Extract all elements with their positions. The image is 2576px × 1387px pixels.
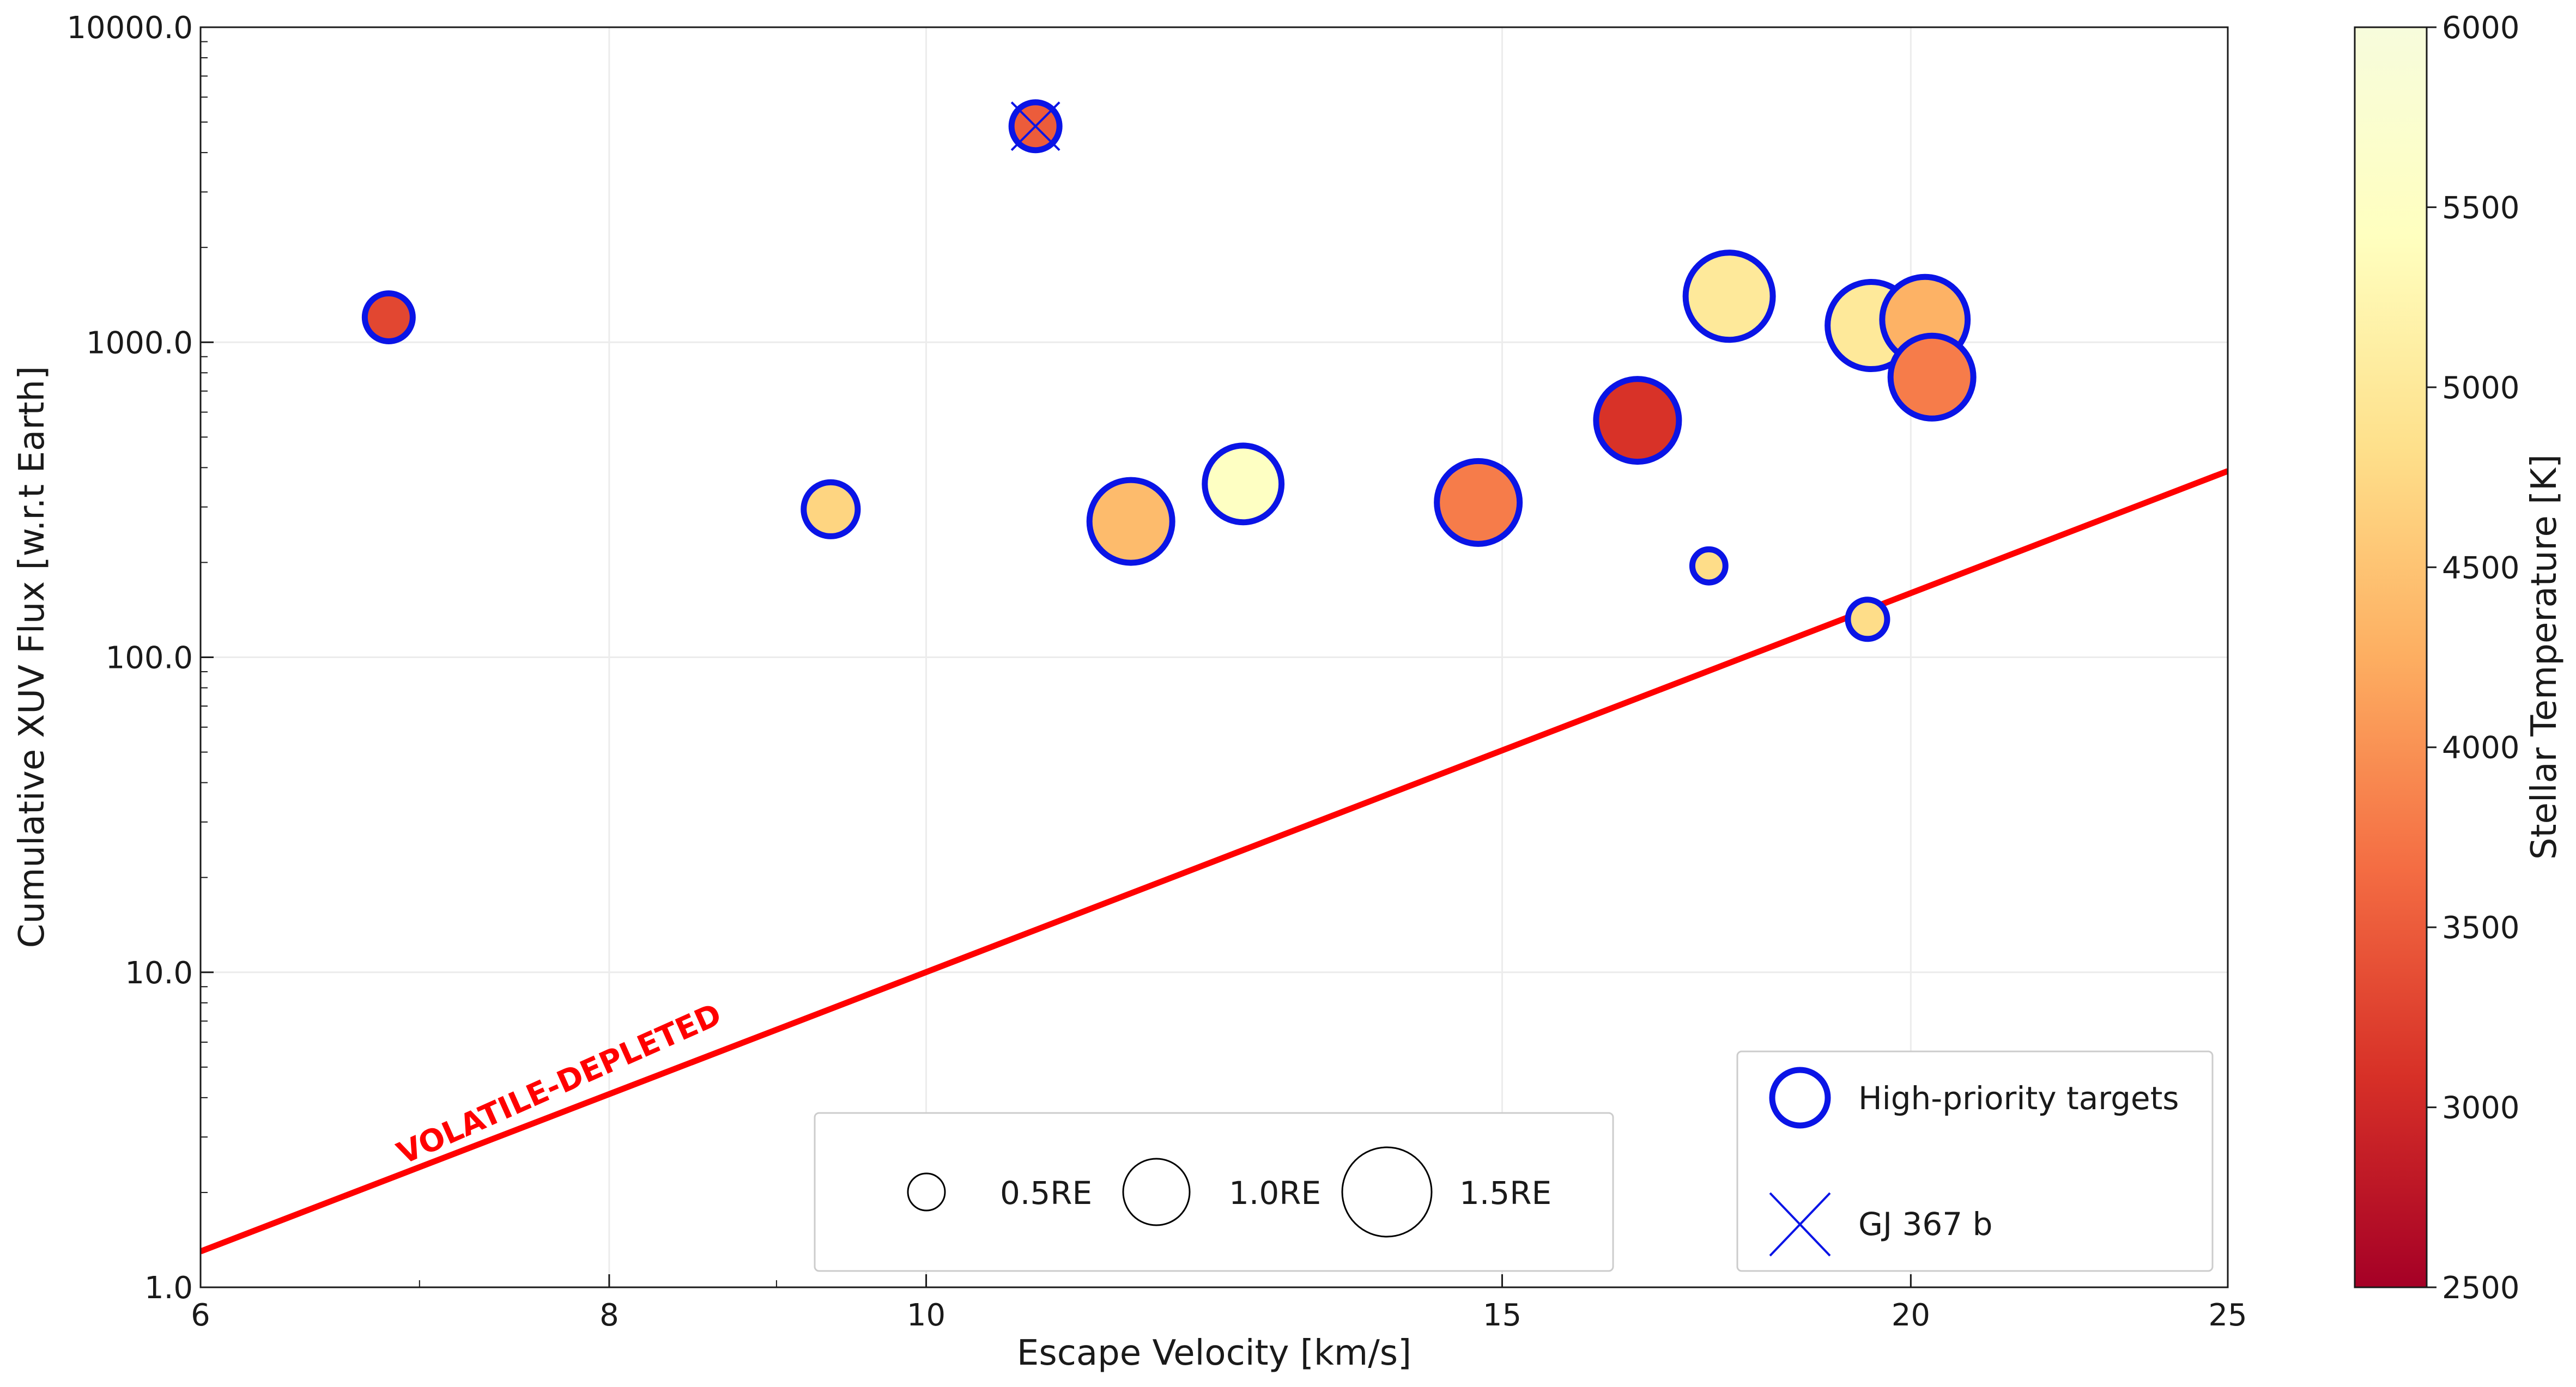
size-legend: 0.5RE 1.0RE 1.5RE <box>814 1112 1614 1272</box>
marker-legend: High-priority targets GJ 367 b <box>1736 1050 2214 1272</box>
y-tick-label: 100.0 <box>106 641 193 676</box>
planet-point <box>1845 597 1890 642</box>
x-tick-label: 15 <box>1483 1298 1522 1333</box>
planet-point <box>1887 332 1977 422</box>
x-axis-label: Escape Velocity [km/s] <box>1017 1333 1411 1373</box>
size-legend-marker-medium <box>1122 1158 1191 1226</box>
planet-point <box>1202 442 1285 526</box>
colorbar-tick-label: 3500 <box>2442 910 2520 946</box>
x-tick-label: 6 <box>191 1298 210 1333</box>
colorbar-tick-label: 6000 <box>2442 10 2520 46</box>
high-priority-legend-label: High-priority targets <box>1858 1080 2179 1117</box>
colorbar-tick-label: 2500 <box>2442 1270 2520 1306</box>
planet-point <box>1593 376 1682 465</box>
size-legend-label-medium: 1.0RE <box>1229 1175 1321 1212</box>
x-tick-label: 8 <box>599 1298 619 1333</box>
y-tick-label: 10000.0 <box>66 10 193 46</box>
planet-point <box>1682 250 1776 343</box>
planet-point <box>1689 546 1729 586</box>
x-tick-label: 25 <box>2208 1298 2247 1333</box>
colorbar-gradient <box>2354 26 2428 1288</box>
colorbar-tick-label: 4000 <box>2442 731 2520 766</box>
y-axis-label: Cumulative XUV Flux [w.r.t Earth] <box>12 366 52 948</box>
gj367b-x-marker <box>1010 101 1060 151</box>
y-tick-label: 10.0 <box>125 956 193 991</box>
colorbar-tick-label: 5000 <box>2442 370 2520 406</box>
colorbar-tick-label: 3000 <box>2442 1091 2520 1126</box>
size-legend-label-small: 0.5RE <box>1000 1175 1092 1212</box>
y-tick-label: 1.0 <box>144 1270 193 1306</box>
x-axis: 6 8 10 15 20 25 <box>191 1274 2247 1333</box>
high-priority-legend-icon <box>1769 1067 1831 1129</box>
size-legend-marker-small <box>907 1172 946 1212</box>
marker-legend-frame <box>1736 1050 2214 1272</box>
colorbar: 2500 3000 3500 4000 4500 5000 5500 6000 Stellar… <box>2354 10 2565 1306</box>
x-tick-label: 10 <box>907 1298 945 1333</box>
x-tick-label: 20 <box>1892 1298 1930 1333</box>
size-legend-marker-large <box>1341 1146 1433 1238</box>
shoreline-layer <box>201 468 2228 1255</box>
size-legend-label-large: 1.5RE <box>1459 1175 1551 1212</box>
gj367b-legend-icon <box>1769 1192 1831 1257</box>
colorbar-tick-label: 5500 <box>2442 190 2520 226</box>
colorbar-tick-label: 4500 <box>2442 550 2520 586</box>
shoreline-label: VOLATILE-DEPLETED <box>392 997 726 1172</box>
gj367b-legend-label: GJ 367 b <box>1858 1206 1992 1243</box>
colorbar-label: Stellar Temperature [K] <box>2524 454 2565 860</box>
y-tick-label: 1000.0 <box>86 325 193 361</box>
planet-point <box>1434 458 1523 547</box>
data-points <box>361 99 1977 642</box>
size-legend-frame <box>814 1112 1614 1272</box>
planet-point <box>1086 477 1175 566</box>
colorbar-ticks: 2500 3000 3500 4000 4500 5000 5500 6000 <box>2427 10 2520 1306</box>
planet-point <box>801 479 861 539</box>
y-axis: 1.0 10.0 100.0 1000.0 10000.0 <box>66 10 214 1306</box>
shoreline-line <box>201 468 2228 1255</box>
planet-point <box>361 290 416 344</box>
